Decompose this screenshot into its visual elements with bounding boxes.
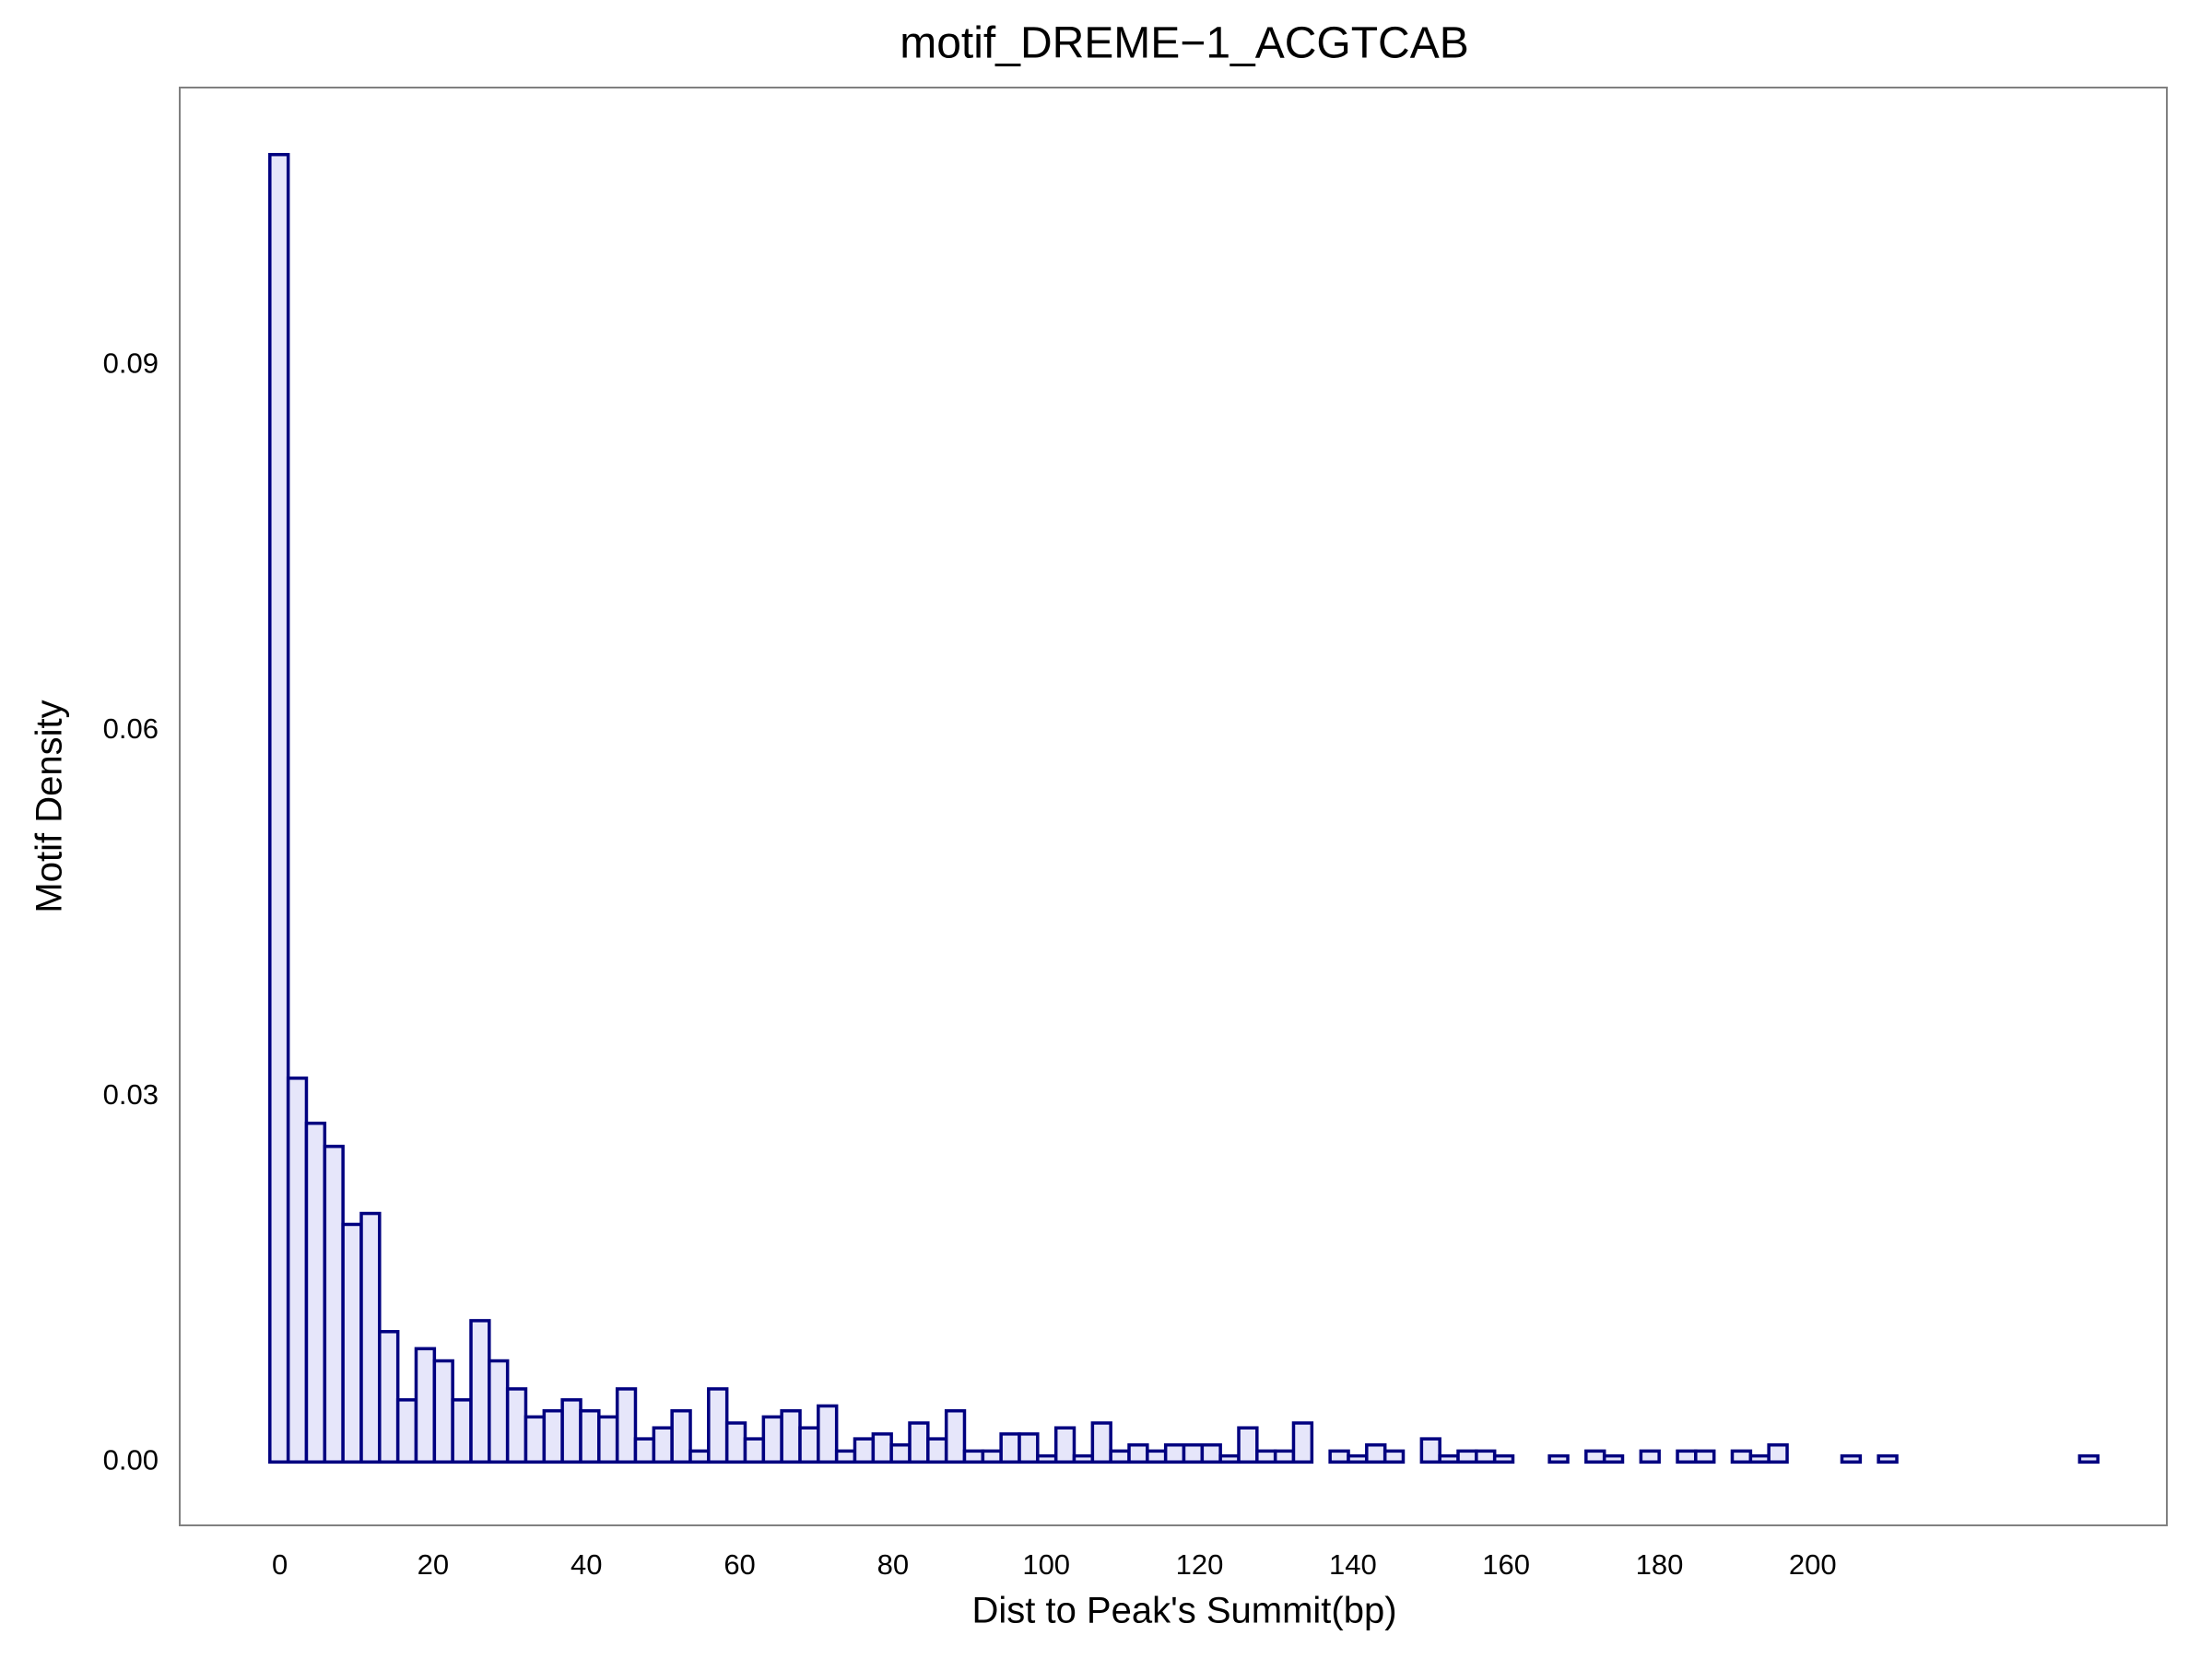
histogram-bar [1730,1449,1753,1465]
histogram-bar [469,1319,491,1465]
histogram-bar [724,1421,747,1465]
histogram-bar [1748,1453,1771,1465]
histogram-bar [1072,1453,1095,1465]
y-tick-label: 0.00 [103,1443,159,1476]
histogram-bar [1676,1449,1698,1465]
histogram-bar [889,1442,912,1465]
histogram-bar [1475,1449,1497,1465]
histogram-bar [798,1426,820,1465]
histogram-bar [780,1408,802,1465]
histogram-bar [743,1437,766,1465]
histogram-bar [1328,1449,1350,1465]
histogram-bar [1182,1442,1205,1465]
histogram-bar [707,1387,729,1465]
histogram-bar [761,1415,783,1465]
histogram-bar [1547,1453,1570,1465]
x-tick-label: 100 [1022,1548,1070,1581]
histogram-bar [505,1387,528,1465]
histogram-bar [1840,1453,1863,1465]
y-axis-label: Motif Density [29,700,70,912]
histogram-bar [853,1437,876,1465]
x-tick-label: 120 [1176,1548,1224,1581]
histogram-bar [432,1359,454,1465]
histogram-bar [2077,1453,2100,1465]
histogram-bar [1584,1449,1606,1465]
histogram-bar [597,1415,619,1465]
histogram-bar [542,1408,564,1465]
x-tick-label: 80 [877,1548,909,1581]
x-tick-label: 200 [1789,1548,1837,1581]
histogram-bar [359,1211,382,1465]
histogram-bar [1767,1442,1789,1465]
histogram-bar [1877,1453,1899,1465]
histogram-bar [962,1449,985,1465]
y-tick-label: 0.06 [103,712,159,745]
histogram-bar [341,1222,363,1465]
histogram-bar [670,1408,692,1465]
histogram-bar [1053,1426,1077,1465]
histogram-bar [633,1437,656,1465]
histogram-bar [1163,1442,1186,1465]
histogram-bar [908,1421,930,1465]
histogram-bar [1237,1426,1259,1465]
x-tick-label: 160 [1482,1548,1530,1581]
histogram-bar [688,1449,711,1465]
histogram-bar [1639,1449,1661,1465]
histogram-bar [1090,1421,1112,1465]
histogram-bar [981,1449,1003,1465]
histogram-bar [1419,1437,1441,1465]
histogram-bar [1036,1453,1058,1465]
histogram-bar [1127,1442,1149,1465]
histogram-bar [395,1398,418,1465]
histogram-bar [268,152,290,1465]
histogram-bar [1146,1449,1168,1465]
histogram-bar [414,1347,437,1465]
y-tick-label: 0.03 [103,1078,159,1111]
histogram-bar [1492,1453,1515,1465]
histogram-bar [524,1415,547,1465]
histogram-bar [1218,1453,1241,1465]
histogram-bar [615,1387,638,1465]
x-tick-label: 40 [571,1548,602,1581]
histogram-bar [1291,1421,1314,1465]
histogram-bar [1200,1442,1222,1465]
histogram-bar [1347,1453,1369,1465]
histogram-bar [1255,1449,1277,1465]
histogram-bar [1382,1449,1406,1465]
x-tick-label: 60 [724,1548,755,1581]
histogram-bar [944,1408,967,1465]
histogram-bar [817,1404,839,1465]
histogram-bar [286,1077,309,1465]
histogram-bar [451,1398,473,1465]
histogram-bar [488,1359,510,1465]
histogram-bar [652,1426,674,1465]
histogram-bar [1456,1449,1478,1465]
histogram-bar [834,1449,857,1465]
histogram-bar [378,1330,400,1465]
histogram-bar [999,1432,1021,1465]
x-tick-label: 0 [272,1548,288,1581]
histogram-bar [1273,1449,1296,1465]
histogram-bar [304,1121,327,1465]
x-axis-label: Dist to Peak's Summit(bp) [971,1591,1396,1631]
histogram-bar [1109,1449,1131,1465]
histogram-bar [1365,1442,1387,1465]
histogram-bar [579,1408,601,1465]
histogram-bar [926,1437,948,1465]
histogram-bar [560,1398,582,1465]
histogram-bar [1438,1453,1460,1465]
x-tick-label: 180 [1636,1548,1684,1581]
histogram-bar [1018,1432,1040,1465]
histogram-bar [871,1432,893,1465]
x-tick-label: 20 [418,1548,449,1581]
plot-frame [179,87,2168,1526]
histogram-bar [1694,1449,1716,1465]
x-tick-label: 140 [1329,1548,1377,1581]
histogram-bar [323,1145,345,1465]
chart-title: motif_DREME−1_ACGTCAB [900,19,1469,68]
y-tick-label: 0.09 [103,347,159,380]
histogram-bar [1602,1453,1625,1465]
